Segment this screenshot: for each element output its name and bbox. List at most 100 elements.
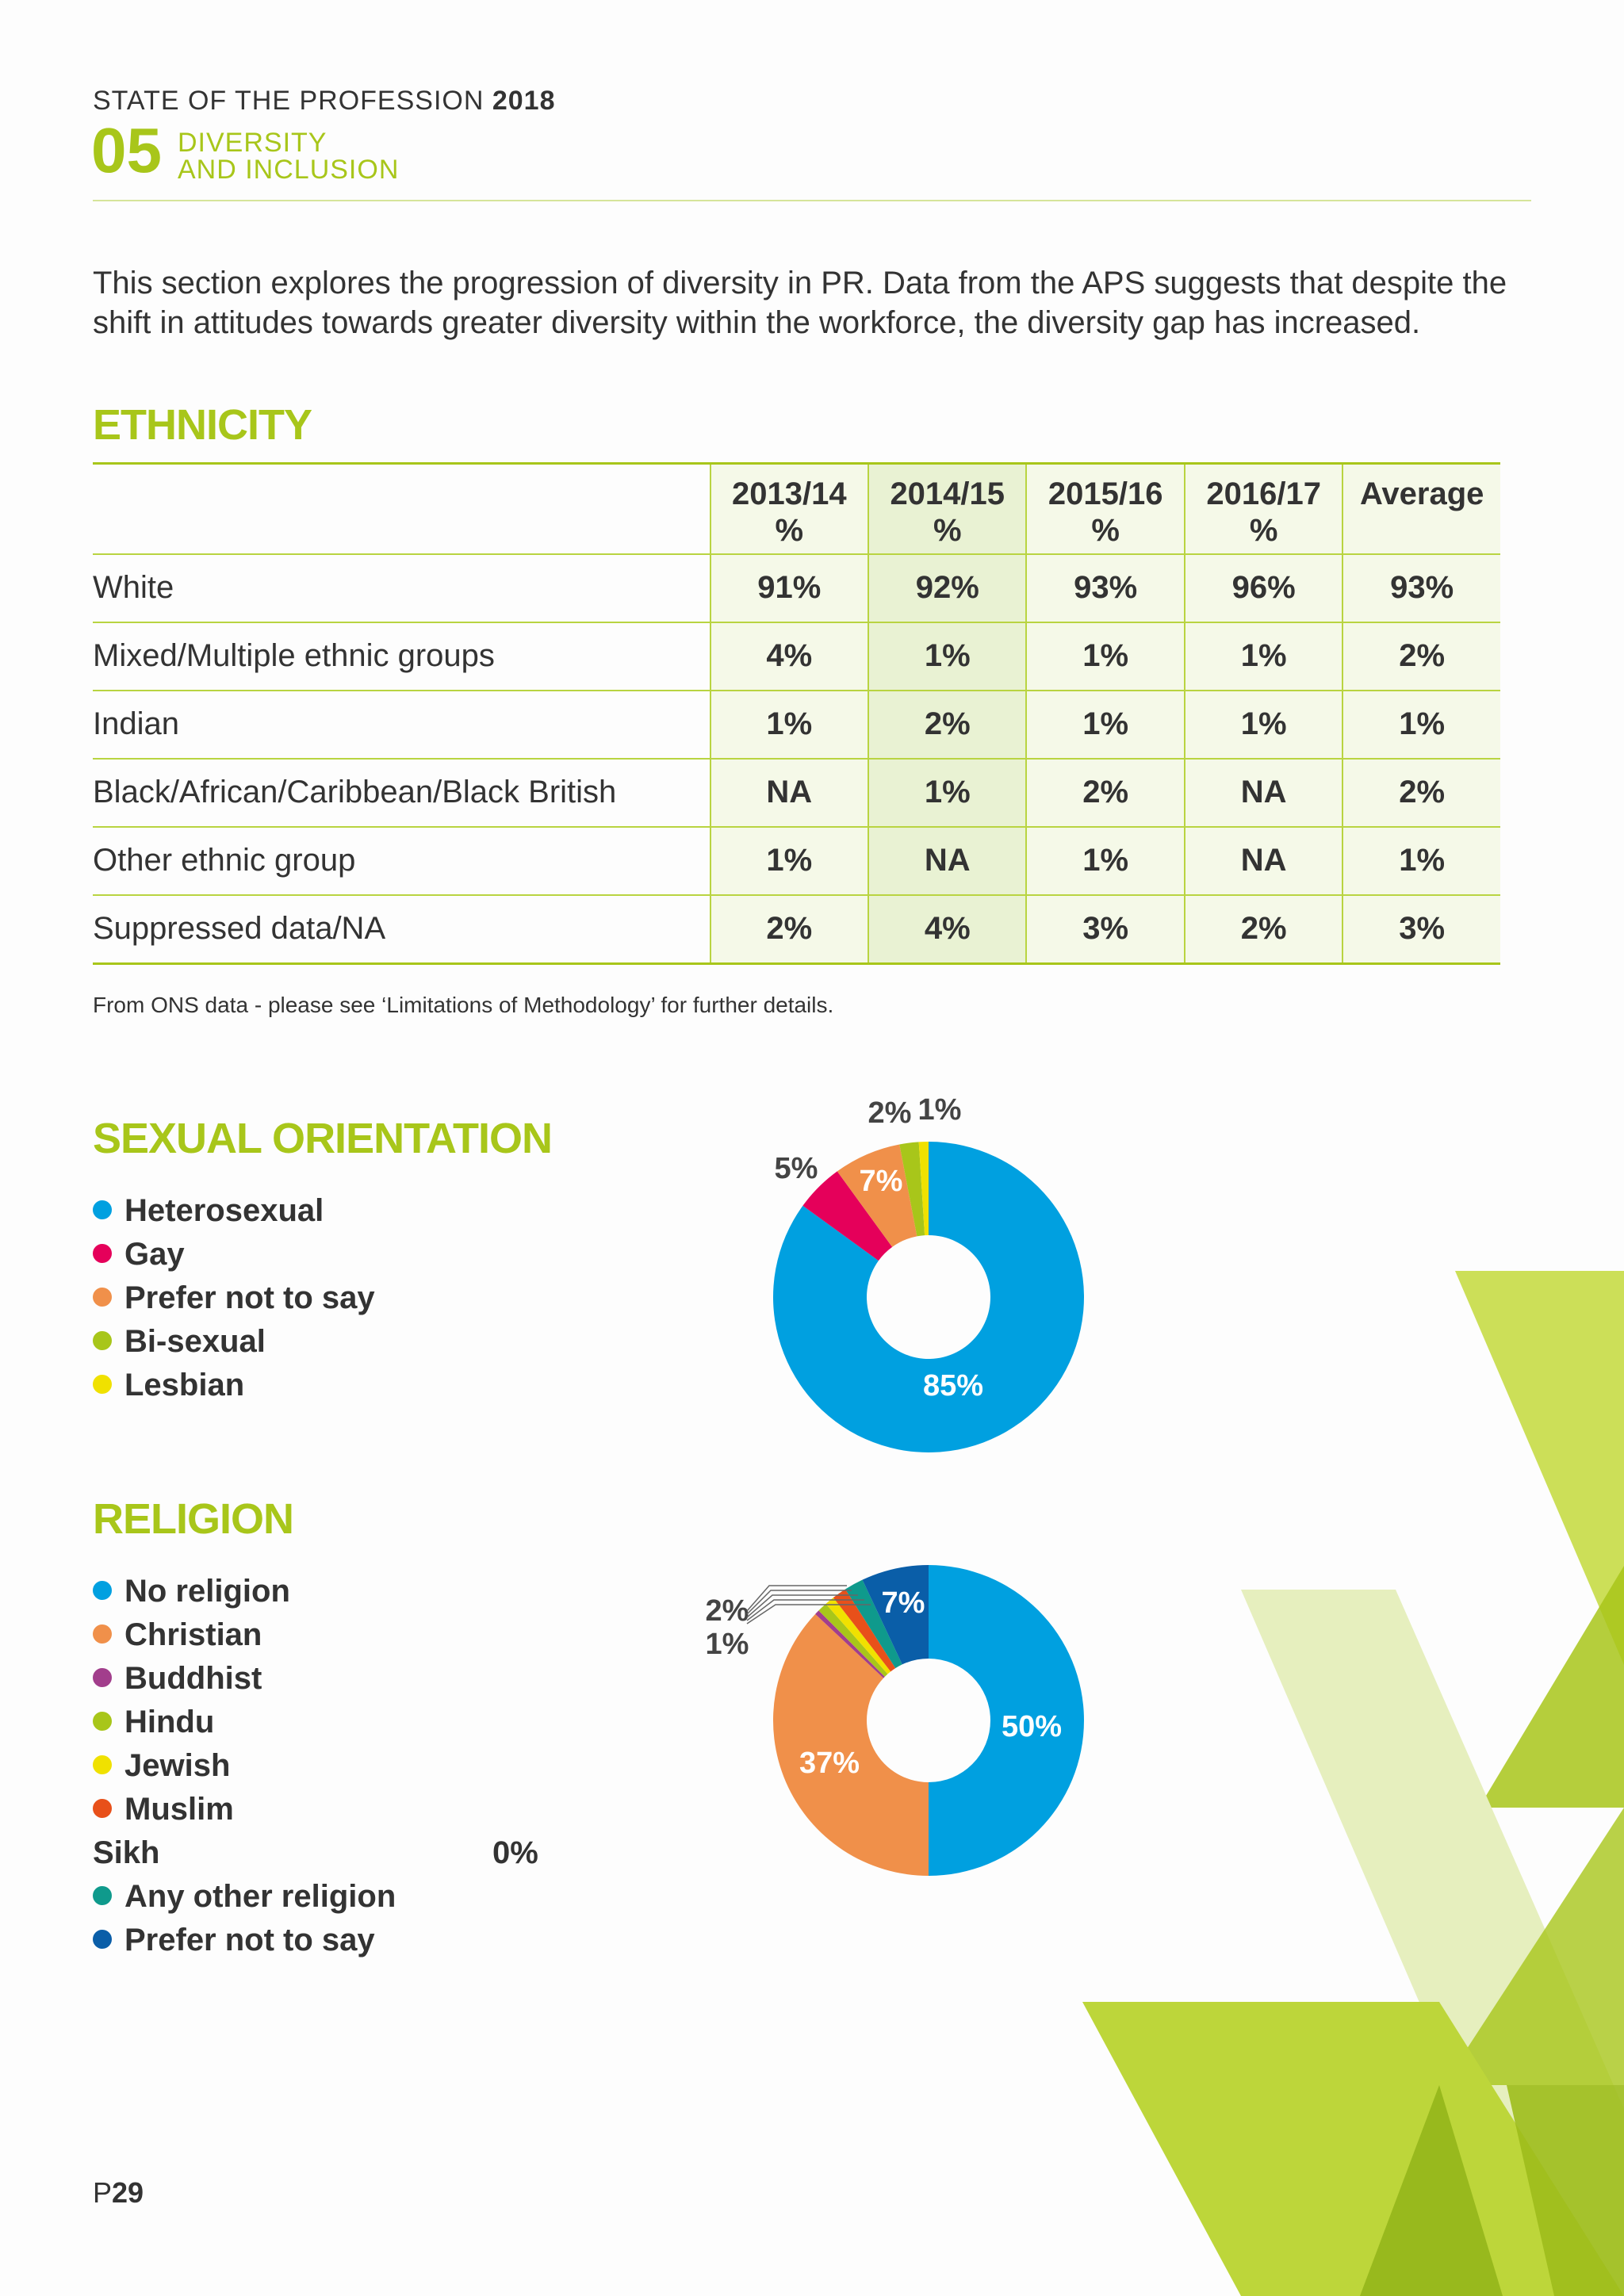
legend-color-dot <box>93 1288 112 1307</box>
data-label: 5% <box>775 1152 818 1185</box>
legend-color-dot <box>93 1244 112 1264</box>
column-header: 2014/15% <box>868 463 1027 554</box>
legend-color-dot <box>93 1375 112 1395</box>
column-header: Average <box>1342 463 1500 554</box>
religion-donut-chart: 50% 37% 2%1% 7% <box>706 1565 1084 1876</box>
legend-color-dot <box>93 1799 112 1819</box>
table-cell: 1% <box>1183 689 1343 759</box>
page-number-prefix: P <box>93 2176 113 2209</box>
donut-slice <box>918 1142 929 1236</box>
legend-item: No religion <box>93 1570 396 1613</box>
page-number: P29 <box>93 2176 144 2210</box>
row-label: Mixed/Multiple ethnic groups <box>93 621 710 691</box>
legend-label: Christian <box>124 1617 262 1652</box>
legend-item: Prefer not to say <box>93 1276 375 1320</box>
legend-color-dot <box>93 1200 112 1220</box>
donut-slice <box>845 1579 902 1669</box>
legend-label: Hindu <box>124 1705 215 1739</box>
table-row: Black/African/Caribbean/Black British NA 1… <box>93 757 1500 827</box>
row-label: Suppressed data/NA <box>93 894 710 963</box>
donut-slice <box>899 1142 925 1237</box>
data-label: 2% <box>868 1096 912 1130</box>
table-row: White 91% 92% 93% 96% 93% <box>93 553 1500 622</box>
table-row: Other ethnic group 1% NA 1% NA 1% <box>93 825 1500 895</box>
legend-label: Heterosexual <box>124 1193 324 1228</box>
report-year: 2018 <box>492 86 556 116</box>
donut-slice <box>773 1613 929 1876</box>
report-title-light: STATE OF THE PROFESSION <box>93 86 485 116</box>
legend-item: Muslim <box>93 1788 396 1831</box>
religion-heading: RELIGION <box>93 1495 294 1543</box>
ethnicity-heading: ETHNICITY <box>93 401 312 449</box>
data-label: 50% <box>1002 1710 1062 1743</box>
legend-label: Muslim <box>124 1792 234 1827</box>
table-cell: 1% <box>1025 825 1185 895</box>
table-cell: 1% <box>1025 621 1185 691</box>
legend-item: Sikh 0% <box>93 1831 538 1875</box>
table-cell: 93% <box>1025 553 1185 622</box>
column-header: 2016/17% <box>1183 463 1343 554</box>
donut-slice <box>815 1610 885 1678</box>
legend-color-dot <box>93 1712 112 1732</box>
data-label: 1% <box>918 1094 962 1127</box>
legend-item: Any other religion <box>93 1875 396 1919</box>
section-name: DIVERSITY AND INCLUSION <box>178 129 399 183</box>
table-cell: 93% <box>1342 553 1500 622</box>
legend-label: Gay <box>124 1237 185 1272</box>
data-label: 85% <box>923 1369 983 1402</box>
report-title: STATE OF THE PROFESSION 2018 <box>93 86 555 117</box>
legend-label: Bi-sexual <box>124 1324 266 1359</box>
table-cell: 92% <box>868 553 1027 622</box>
legend-item: Heterosexual <box>93 1189 375 1233</box>
leader-line <box>746 1585 847 1612</box>
table-header-row: 2013/14% 2014/15% 2015/16% 2016/17% Aver… <box>93 463 1500 554</box>
legend-color-dot <box>93 1624 112 1644</box>
table-cell: 1% <box>868 757 1027 827</box>
legend-color-dot <box>93 1755 112 1775</box>
leader-line <box>746 1599 864 1621</box>
column-header: 2015/16% <box>1025 463 1185 554</box>
table-cell: 1% <box>1342 825 1500 895</box>
data-label: 2% <box>706 1594 749 1628</box>
table-cell: 1% <box>1183 621 1343 691</box>
table-cell: 2% <box>1183 894 1343 963</box>
legend-label: Prefer not to say <box>124 1923 375 1957</box>
ethnicity-footnote: From ONS data - please see ‘Limitations … <box>93 993 834 1017</box>
donut-slice <box>825 1598 891 1674</box>
table-cell: 2% <box>868 689 1027 759</box>
legend-item: Gay <box>93 1233 375 1276</box>
sexual-orientation-donut-chart: 85% 5% 7% 2% 1% <box>773 1094 1084 1452</box>
sexual-orientation-heading: SEXUAL ORIENTATION <box>93 1115 553 1162</box>
legend-item: Christian <box>93 1613 396 1657</box>
row-label: White <box>93 553 710 622</box>
donut-slice <box>862 1565 929 1665</box>
donut-slice <box>929 1565 1084 1876</box>
legend-label: Sikh <box>93 1835 160 1870</box>
data-label: 1% <box>706 1628 749 1661</box>
table-cell: 91% <box>709 553 869 622</box>
donut-slice <box>802 1171 893 1261</box>
leader-line <box>746 1594 858 1618</box>
sexual-orientation-legend: Heterosexual Gay Prefer not to say Bi-sexua… <box>93 1189 375 1407</box>
legend-color-dot <box>93 1886 112 1906</box>
table-cell: 3% <box>1025 894 1185 963</box>
section-name-line1: DIVERSITY <box>178 128 327 158</box>
table-header-blank <box>93 464 710 554</box>
leader-line <box>746 1604 871 1624</box>
legend-item: Lesbian <box>93 1364 375 1407</box>
data-label: 7% <box>882 1586 925 1620</box>
legend-color-dot <box>93 1668 112 1688</box>
section-number: 05 <box>91 115 162 186</box>
table-row: Suppressed data/NA 2% 4% 3% 2% 3% <box>93 894 1500 963</box>
intro-paragraph: This section explores the progression of… <box>93 266 1507 340</box>
legend-label: Buddhist <box>124 1661 262 1696</box>
section-name-line2: AND INCLUSION <box>178 155 400 185</box>
donut-slice <box>833 1589 896 1672</box>
row-label: Other ethnic group <box>93 825 710 895</box>
table-cell: 1% <box>1342 689 1500 759</box>
table-cell: 96% <box>1183 553 1343 622</box>
header-divider <box>93 200 1531 201</box>
table-cell: 2% <box>1342 621 1500 691</box>
legend-item: Bi-sexual <box>93 1320 375 1364</box>
